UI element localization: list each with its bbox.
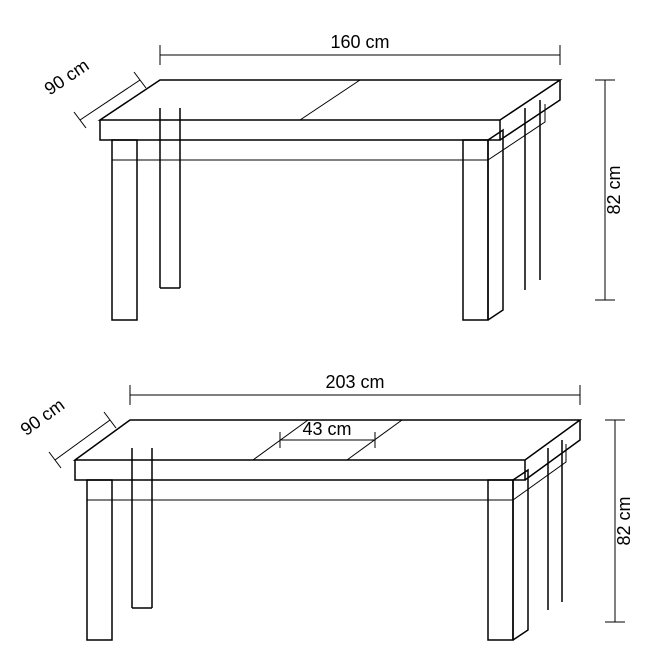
dimension-diagram: 160 cm 90 cm 82 cm [0, 0, 665, 665]
front-right-leg [463, 130, 503, 320]
dim-top-height: 82 cm [595, 80, 624, 300]
dim-top-depth: 90 cm [41, 55, 146, 128]
apron-side [488, 104, 545, 160]
back-left-leg [160, 108, 180, 288]
dim-insert-label: 43 cm [302, 419, 351, 439]
dim-bottom-width: 203 cm [130, 372, 580, 405]
dim-bottom-depth: 90 cm [17, 395, 116, 468]
dim-bottom-height: 82 cm [605, 420, 634, 622]
dim-top-width: 160 cm [160, 32, 560, 65]
ext-back-left-leg [132, 448, 152, 608]
apron-front [112, 140, 488, 160]
tabletop-side-face [500, 80, 560, 140]
dim-depth-label: 90 cm [41, 55, 93, 99]
table-closed [100, 80, 560, 320]
dim-ext-depth-label: 90 cm [17, 395, 68, 440]
table-extended [75, 420, 580, 640]
front-left-leg [112, 140, 137, 320]
back-right-leg [525, 100, 540, 290]
dim-ext-width-label: 203 cm [325, 372, 384, 392]
dim-ext-height-label: 82 cm [614, 496, 634, 545]
tabletop-split [300, 80, 360, 120]
ext-front-left-leg [87, 480, 112, 640]
dim-height-label: 82 cm [604, 165, 624, 214]
dim-bottom-insert: 43 cm [280, 419, 375, 448]
ext-front-right-leg [488, 470, 528, 640]
ext-back-right-leg [548, 440, 562, 610]
dim-width-label: 160 cm [330, 32, 389, 52]
